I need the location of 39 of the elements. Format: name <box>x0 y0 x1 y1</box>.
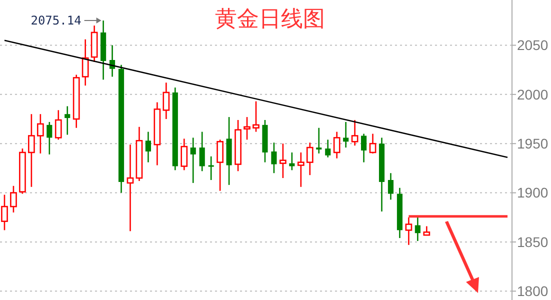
y-tick-label: 1800 <box>517 283 548 300</box>
candlestick <box>361 133 367 163</box>
annotation: 2075.14 <box>30 14 82 28</box>
candlestick <box>180 138 188 171</box>
candlestick <box>126 144 134 232</box>
candlestick <box>46 121 52 156</box>
candlestick <box>306 142 314 176</box>
candlestick <box>369 133 376 154</box>
y-tick-label: 1950 <box>517 136 548 152</box>
candlestick <box>333 131 340 160</box>
candlestick <box>162 82 170 120</box>
candlestick <box>271 142 277 174</box>
candlestick <box>10 185 17 214</box>
chart-title: 黄金日线图 <box>215 7 325 32</box>
candlestick <box>216 139 224 192</box>
candlestick <box>199 131 205 172</box>
candlestick <box>145 131 151 163</box>
candlestick <box>36 113 44 154</box>
candlestick <box>280 142 286 179</box>
y-tick-label: 1850 <box>517 234 548 250</box>
candlestick <box>388 172 394 200</box>
candlestick <box>64 106 70 136</box>
candlestick <box>414 216 420 242</box>
candlestick <box>54 110 62 140</box>
candlestick <box>244 116 250 140</box>
candlestick <box>351 119 358 146</box>
y-tick-label: 2000 <box>517 86 548 102</box>
candlestick <box>252 100 260 132</box>
candlestick <box>325 139 331 158</box>
candlestick <box>405 216 412 246</box>
candlestick <box>208 156 214 181</box>
candlestick <box>316 127 322 154</box>
y-tick-label: 1900 <box>517 184 548 201</box>
candlestick <box>28 113 35 188</box>
candlestick <box>190 137 196 184</box>
y-tick-label: 2050 <box>517 37 548 54</box>
candlestick <box>343 121 349 148</box>
candlestick <box>82 38 89 86</box>
candlestick <box>297 152 304 188</box>
